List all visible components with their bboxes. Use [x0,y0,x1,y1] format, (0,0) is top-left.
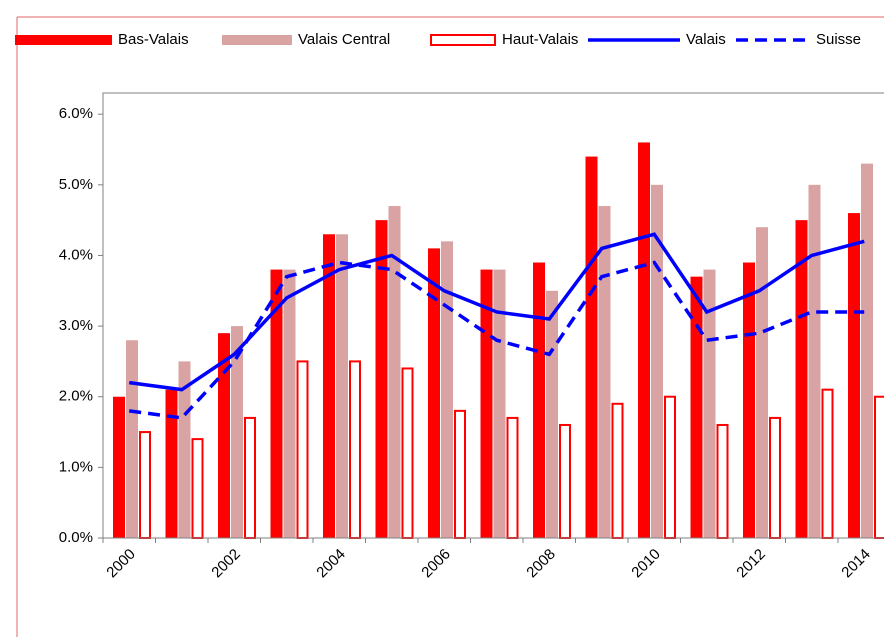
y-tick-label: 3.0% [59,317,93,334]
bar [178,361,191,538]
legend-label: Haut-Valais [502,31,578,48]
bar [743,262,755,538]
bar [795,220,808,538]
x-tick-label: 2002 [208,546,244,582]
legend-swatch [430,34,496,46]
bar [283,269,296,538]
y-tick-label: 0.0% [59,529,93,546]
bar [703,269,716,538]
bar [441,241,453,539]
y-tick-label: 1.0% [59,458,93,475]
bar [218,333,230,538]
bar [323,234,335,538]
bar [690,276,703,538]
bar [454,409,466,540]
bar [428,248,440,538]
bar [559,423,571,540]
bar [336,234,348,538]
x-tick-label: 2012 [733,546,769,582]
bar [349,360,361,539]
x-tick-label: 2006 [418,546,454,582]
line-series [129,260,865,420]
bar [821,388,834,539]
bar [756,227,768,538]
bar [716,423,729,540]
legend-swatch [15,35,112,45]
bar [611,402,624,539]
bar [388,206,401,538]
y-tick-label: 4.0% [59,246,93,263]
bar [270,269,283,538]
bar [165,389,178,538]
legend-label: Valais [686,31,726,48]
bar [493,269,506,538]
legend-label: Suisse [816,31,861,48]
bar [651,184,663,539]
bar [244,416,256,539]
bar [638,142,650,538]
y-tick-label: 5.0% [59,176,93,193]
bar [848,213,860,539]
bar [480,269,493,538]
bar [126,340,138,538]
x-tick-label: 2008 [523,546,559,582]
bar [533,262,545,538]
x-tick-label: 2004 [313,546,349,582]
bar [861,163,873,538]
bar [506,416,519,539]
bar [585,156,598,539]
x-tick-label: 2010 [628,546,664,582]
bar [874,395,884,539]
bar [664,395,676,539]
legend-label: Valais Central [298,31,390,48]
bar [769,416,781,539]
legend-swatch [222,35,292,45]
bar [808,184,821,539]
bar [401,367,414,539]
bar [113,396,125,538]
bar [296,360,309,539]
y-tick-label: 6.0% [59,105,93,122]
bar [139,431,151,539]
x-tick-label: 2000 [103,546,139,582]
bar [375,220,388,538]
bar [546,290,558,538]
bar [191,438,204,539]
legend-label: Bas-Valais [118,31,189,48]
x-tick-label: 2014 [838,546,874,582]
y-tick-label: 2.0% [59,388,93,405]
bar [598,206,611,538]
bar [231,326,243,538]
